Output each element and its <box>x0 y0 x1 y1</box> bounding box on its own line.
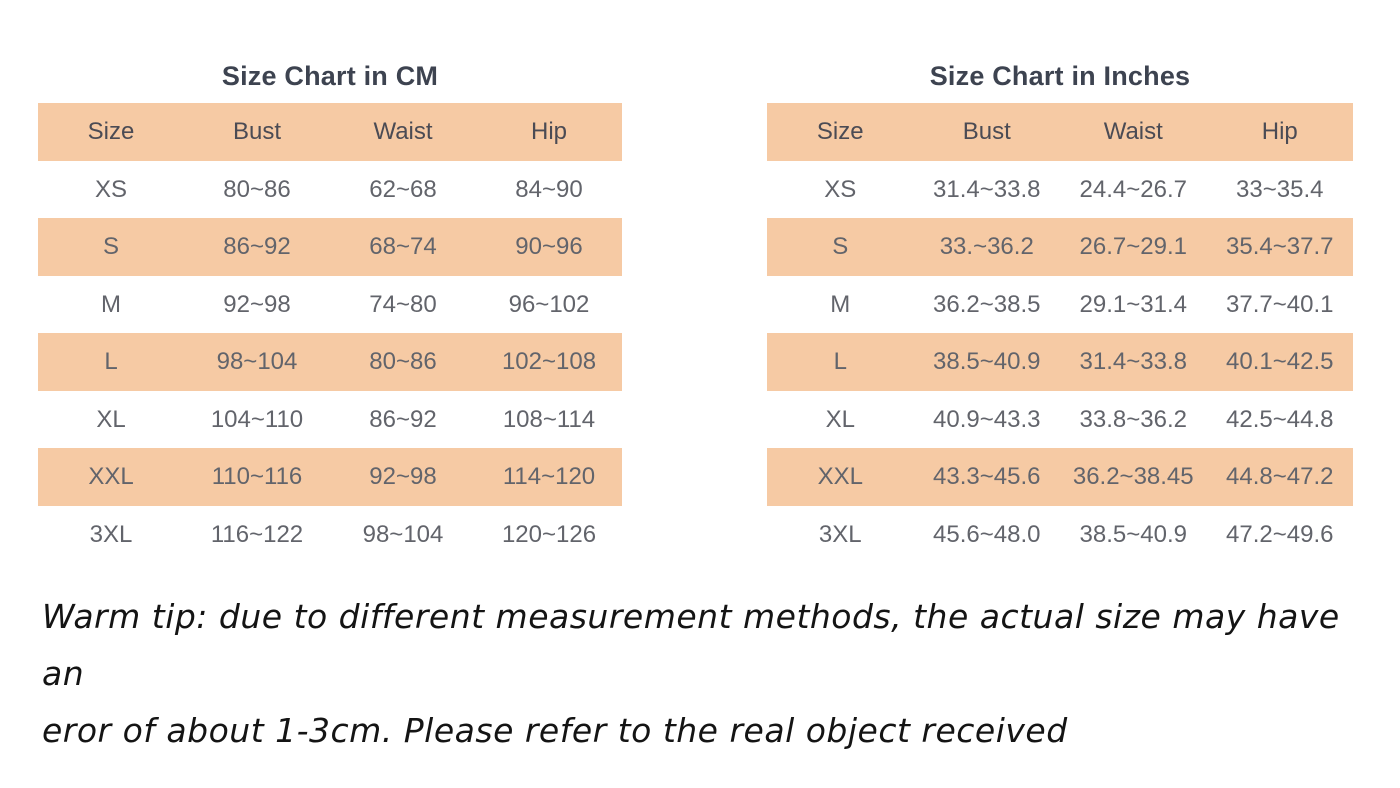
table-cell: 68~74 <box>369 233 437 260</box>
table-cell: 35.4~37.7 <box>1226 233 1334 260</box>
table-row: M 92~98 74~80 96~102 <box>38 276 622 334</box>
table-cell: 84~90 <box>515 175 583 203</box>
table-cell: M <box>101 290 121 318</box>
table-cell: 92~98 <box>223 290 291 318</box>
table-cell: 116~122 <box>210 520 304 548</box>
table-rows: XS 31.4~33.8 24.4~26.7 33~35.4 S 33.~36.2 26.7… <box>767 161 1353 564</box>
table-rows: XS 80~86 62~68 84~90 S 86~92 68~74 90~96 M 92~98 7… <box>38 161 622 564</box>
table-cell: 80~86 <box>223 175 291 203</box>
table-cell: 3XL <box>818 520 862 548</box>
header-cell-size: Size <box>816 118 864 145</box>
table-cell: 90~96 <box>515 233 583 260</box>
table-row: S 33.~36.2 26.7~29.1 35.4~37.7 <box>767 218 1353 276</box>
table-header-row: Size Bust Waist Hip <box>767 103 1353 161</box>
table-cell: 80~86 <box>369 348 437 375</box>
table-row: XL 40.9~43.3 33.8~36.2 42.5~44.8 <box>767 391 1353 449</box>
table-cell: 40.1~42.5 <box>1226 348 1334 375</box>
table-cell: 40.9~43.3 <box>933 405 1041 433</box>
table-cell: L <box>104 348 118 375</box>
table-row: L 98~104 80~86 102~108 <box>38 333 622 391</box>
size-table-inches: Size Bust Waist Hip XS 31.4~33.8 24.4~26.7… <box>767 103 1353 563</box>
table-cell: 33~35.4 <box>1236 175 1324 203</box>
table-cell: 29.1~31.4 <box>1079 290 1187 318</box>
table-cell: XXL <box>88 463 134 490</box>
table-row: XS 31.4~33.8 24.4~26.7 33~35.4 <box>767 161 1353 219</box>
table-cell: 98~104 <box>216 348 298 375</box>
table-cell: 86~92 <box>369 405 437 433</box>
size-chart-cm-section: Size Chart in CM Size Bust Waist Hip XS 8… <box>38 55 622 563</box>
table-cell: 108~114 <box>502 405 596 433</box>
table-cell: 38.5~40.9 <box>1079 520 1187 548</box>
size-table-cm: Size Bust Waist Hip XS 80~86 62~68 84~90 S 86… <box>38 103 622 563</box>
table-cell: 24.4~26.7 <box>1079 175 1187 203</box>
table-cell: 47.2~49.6 <box>1226 520 1334 548</box>
size-chart-inches-section: Size Chart in Inches Size Bust Waist Hip… <box>767 55 1353 563</box>
table-cell: L <box>833 348 847 375</box>
table-cell: 33.~36.2 <box>939 233 1034 260</box>
table-cell: 38.5~40.9 <box>933 348 1041 375</box>
table-row: XXL 43.3~45.6 36.2~38.45 44.8~47.2 <box>767 448 1353 506</box>
table-cell: 96~102 <box>508 290 590 318</box>
table-cell: 92~98 <box>369 463 437 490</box>
table-row: 3XL 116~122 98~104 120~126 <box>38 506 622 564</box>
header-cell-hip: Hip <box>530 118 567 145</box>
table-cell: 120~126 <box>501 520 597 548</box>
table-cell: 98~104 <box>362 520 444 548</box>
table-cell: 45.6~48.0 <box>933 520 1041 548</box>
table-header-row: Size Bust Waist Hip <box>38 103 622 161</box>
table-cell: M <box>830 290 851 318</box>
header-cell-hip: Hip <box>1261 118 1298 145</box>
table-cell: 26.7~29.1 <box>1079 233 1187 260</box>
table-cell: XS <box>94 175 127 203</box>
header-cell-size: Size <box>87 118 135 145</box>
chart-title-cm: Size Chart in CM <box>221 61 439 91</box>
note-line-2: eror of about 1-3cm. Please refer to the… <box>42 711 1068 750</box>
table-cell: 36.2~38.45 <box>1072 463 1194 490</box>
table-cell: S <box>832 233 849 260</box>
table-row: L 38.5~40.9 31.4~33.8 40.1~42.5 <box>767 333 1353 391</box>
table-cell: 31.4~33.8 <box>933 175 1041 203</box>
table-cell: S <box>102 233 119 260</box>
table-cell: XL <box>96 405 126 433</box>
table-cell: 37.7~40.1 <box>1226 290 1334 318</box>
header-cell-waist: Waist <box>1103 118 1163 145</box>
table-cell: XXL <box>817 463 863 490</box>
table-row: XL 104~110 86~92 108~114 <box>38 391 622 449</box>
table-cell: 31.4~33.8 <box>1079 348 1187 375</box>
table-cell: 42.5~44.8 <box>1226 405 1334 433</box>
chart-title-inches: Size Chart in Inches <box>929 61 1191 91</box>
table-cell: 114~120 <box>502 463 596 490</box>
table-cell: 3XL <box>89 520 133 548</box>
table-cell: XS <box>824 175 857 203</box>
table-row: M 36.2~38.5 29.1~31.4 37.7~40.1 <box>767 276 1353 334</box>
table-cell: 36.2~38.5 <box>933 290 1041 318</box>
table-cell: 102~108 <box>501 348 597 375</box>
table-cell: 33.8~36.2 <box>1079 405 1187 433</box>
table-row: XXL 110~116 92~98 114~120 <box>38 448 622 506</box>
table-row: S 86~92 68~74 90~96 <box>38 218 622 276</box>
warm-tip-note: Warm tip: due to different measurement m… <box>42 588 1372 759</box>
header-cell-bust: Bust <box>232 118 282 145</box>
table-row: 3XL 45.6~48.0 38.5~40.9 47.2~49.6 <box>767 506 1353 564</box>
note-line-1: Warm tip: due to different measurement m… <box>42 597 1340 693</box>
table-cell: XL <box>825 405 855 433</box>
header-cell-bust: Bust <box>962 118 1011 145</box>
table-cell: 62~68 <box>369 175 437 203</box>
table-cell: 43.3~45.6 <box>933 463 1041 490</box>
header-cell-waist: Waist <box>373 118 433 145</box>
table-cell: 74~80 <box>369 290 437 318</box>
table-cell: 44.8~47.2 <box>1226 463 1334 490</box>
table-cell: 104~110 <box>210 405 304 433</box>
table-cell: 110~116 <box>211 463 303 490</box>
table-row: XS 80~86 62~68 84~90 <box>38 161 622 219</box>
table-cell: 86~92 <box>223 233 291 260</box>
